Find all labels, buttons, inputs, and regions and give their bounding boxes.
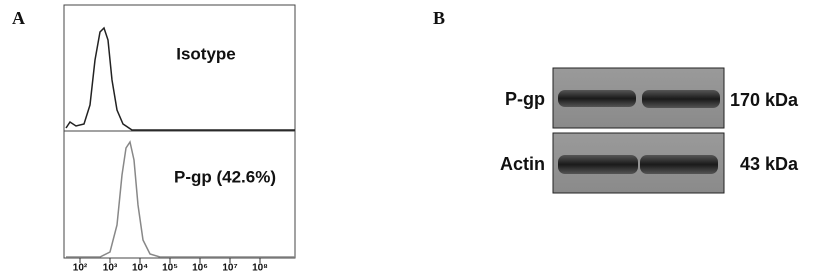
x-tick-label: 10⁸ xyxy=(252,263,268,274)
annotation: Isotype xyxy=(176,44,236,63)
panel-label: A xyxy=(12,8,25,28)
band-name: P-gp xyxy=(505,89,545,109)
panel-label: B xyxy=(433,8,445,28)
band xyxy=(558,155,638,174)
band-name: Actin xyxy=(500,154,545,174)
x-tick-label: 10⁴ xyxy=(132,263,148,274)
x-tick-label: 10² xyxy=(73,263,88,274)
x-tick-label: 10⁵ xyxy=(162,263,178,274)
band-size: 43 kDa xyxy=(740,154,799,174)
x-tick-label: 10³ xyxy=(103,263,118,274)
x-tick-label: 10⁷ xyxy=(222,263,237,274)
band-size: 170 kDa xyxy=(730,90,799,110)
band xyxy=(558,90,636,107)
x-tick-label: 10⁶ xyxy=(192,263,208,274)
annotation: P-gp (42.6%) xyxy=(174,167,276,186)
figure: A Isotype P-gp (42.6%) 10² 10³ 10⁴ 10⁵ 10⁶ 10… xyxy=(0,0,824,277)
pgp-histogram xyxy=(66,142,295,257)
band xyxy=(640,155,718,174)
isotype-histogram xyxy=(66,28,295,130)
band xyxy=(642,90,720,108)
